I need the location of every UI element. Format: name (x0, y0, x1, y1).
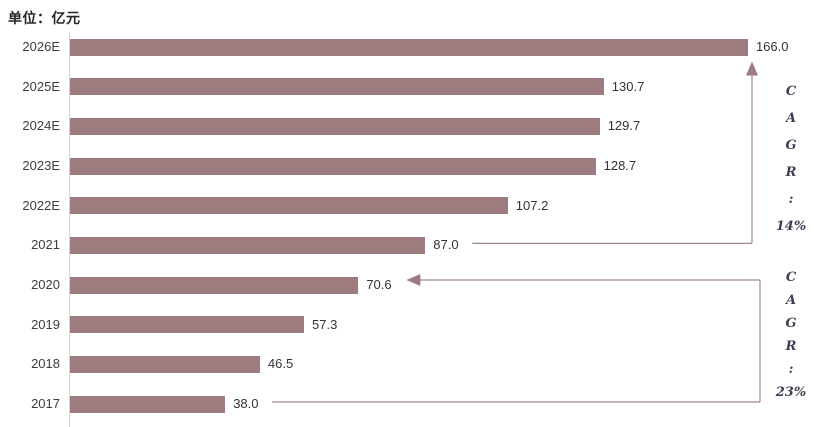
category-label-2017: 2017 (31, 396, 60, 412)
bar-2025E (70, 78, 604, 96)
value-label-2026E: 166.0 (755, 39, 789, 54)
cagr-label-line: R (785, 339, 797, 354)
cagr-label-line: G (785, 316, 797, 331)
chart-unit-label: 单位：亿元 (8, 10, 81, 26)
value-label-2020: 70.6 (366, 277, 392, 293)
cagr-label-line: A (785, 111, 797, 126)
value-label-2025E: 130.7 (611, 78, 645, 94)
category-label-2026E: 2026E (22, 39, 60, 54)
bar-2020 (70, 276, 358, 294)
cagr-label-14%: C A G R: 14% (769, 78, 813, 240)
value-label-2019: 57.3 (312, 316, 338, 332)
y-axis-line (69, 32, 70, 427)
cagr-label-line: 23% (775, 385, 807, 400)
category-label-2023E: 2023E (22, 158, 60, 173)
arrow-up-icon (746, 61, 758, 76)
category-label-2018: 2018 (31, 356, 60, 372)
arrow-left-icon (406, 274, 421, 287)
category-label-2020: 2020 (31, 277, 60, 293)
cagr-label-line: G (785, 138, 797, 153)
bar-2018 (70, 355, 260, 373)
bar-2026E (70, 38, 748, 56)
cagr-label-line: C (785, 270, 797, 285)
cagr-label-line: : (788, 192, 794, 207)
value-label-2017: 38.0 (233, 396, 259, 412)
value-label-2023E: 128.7 (603, 158, 637, 173)
bar-2021 (70, 236, 425, 254)
bar-2019 (70, 316, 304, 334)
bar-2024E (70, 117, 600, 135)
bar-2017 (70, 395, 225, 413)
cagr-label-line: : (788, 362, 794, 377)
category-label-2022E: 2022E (22, 197, 60, 213)
category-label-2019: 2019 (31, 316, 60, 332)
category-label-2021: 2021 (31, 237, 60, 253)
value-label-2018: 46.5 (267, 356, 294, 372)
category-label-2024E: 2024E (22, 118, 60, 134)
bar-2023E (70, 157, 596, 175)
category-label-2025E: 2025E (22, 78, 60, 94)
cagr-label-line: C (785, 84, 797, 99)
cagr-label-23%: C A G R: 23% (769, 266, 813, 404)
cagr-label-line: 14% (775, 219, 807, 234)
value-label-2024E: 129.7 (607, 118, 641, 134)
value-label-2021: 87.0 (433, 237, 459, 253)
bar-2022E (70, 197, 508, 215)
value-label-2022E: 107.2 (515, 197, 549, 213)
cagr-label-line: A (785, 293, 797, 308)
cagr-label-line: R (785, 165, 797, 180)
